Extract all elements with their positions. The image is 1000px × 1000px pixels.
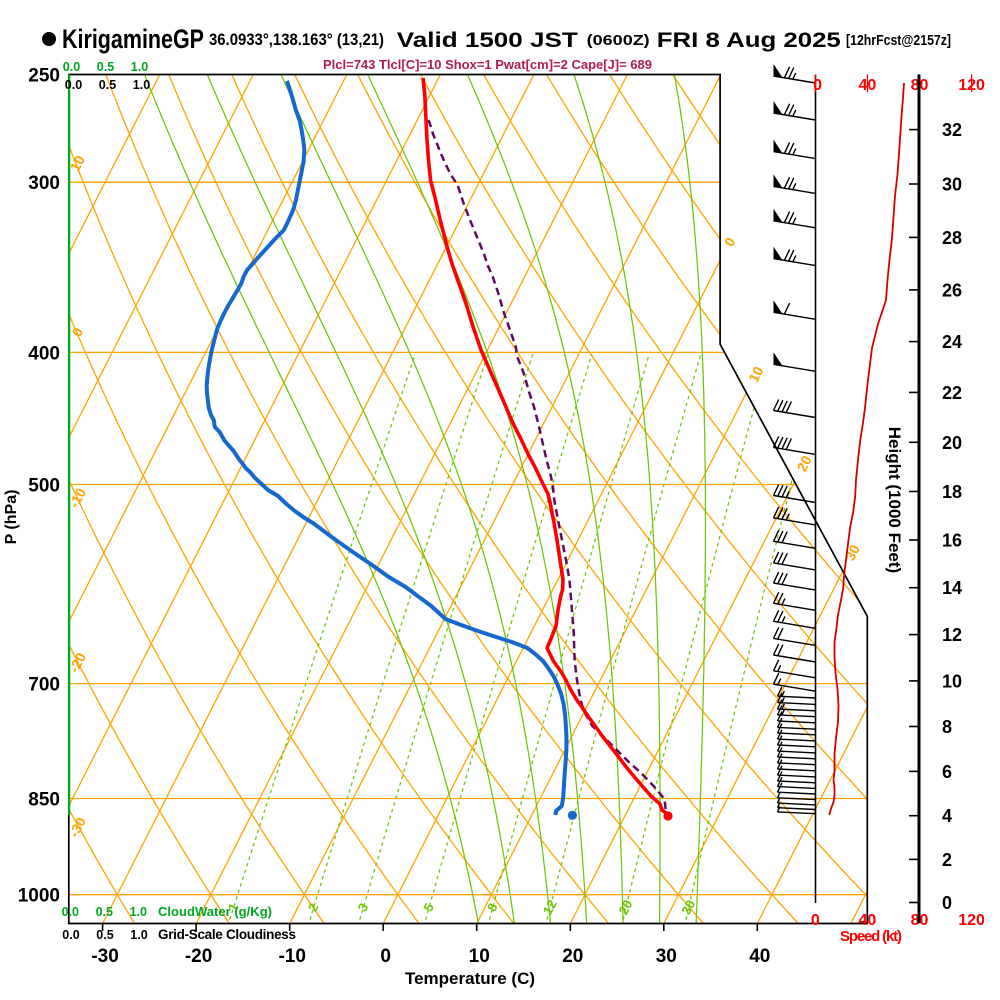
- svg-text:Temperature (C): Temperature (C): [405, 969, 535, 988]
- svg-text:30: 30: [942, 175, 962, 195]
- svg-text:300: 300: [28, 173, 60, 194]
- svg-text:Height (1000 Feet): Height (1000 Feet): [885, 427, 904, 573]
- svg-text:(0600Z): (0600Z): [587, 32, 650, 49]
- svg-text:40: 40: [859, 912, 877, 929]
- svg-text:24: 24: [942, 332, 962, 352]
- svg-text:26: 26: [942, 280, 962, 300]
- svg-text:40: 40: [859, 77, 877, 94]
- svg-text:0: 0: [813, 77, 822, 94]
- svg-text:10: 10: [745, 364, 766, 385]
- svg-text:0.0: 0.0: [63, 60, 80, 74]
- svg-text:20: 20: [616, 897, 636, 917]
- svg-text:30: 30: [678, 897, 698, 917]
- svg-text:36.0933°,138.163° (13,21): 36.0933°,138.163° (13,21): [209, 30, 384, 49]
- svg-text:120: 120: [958, 77, 985, 94]
- svg-text:20: 20: [942, 433, 962, 453]
- svg-text:12: 12: [942, 625, 962, 645]
- svg-text:Grid-Scale Cloudiness: Grid-Scale Cloudiness: [158, 927, 296, 942]
- svg-text:0.5: 0.5: [96, 928, 113, 942]
- svg-text:0.0: 0.0: [65, 78, 82, 92]
- svg-text:0.0: 0.0: [62, 905, 79, 919]
- svg-text:Speed (kt): Speed (kt): [840, 928, 902, 945]
- svg-text:850: 850: [28, 790, 60, 811]
- svg-text:FRI 8 Aug 2025: FRI 8 Aug 2025: [657, 29, 841, 52]
- svg-text:4: 4: [942, 806, 952, 826]
- svg-text:8: 8: [942, 717, 952, 737]
- svg-text:1000: 1000: [18, 886, 60, 907]
- svg-text:P (hPa): P (hPa): [3, 490, 20, 545]
- svg-text:400: 400: [28, 343, 60, 364]
- svg-text:1.0: 1.0: [133, 78, 150, 92]
- svg-text:28: 28: [942, 228, 962, 248]
- svg-text:0.5: 0.5: [97, 60, 114, 74]
- svg-text:250: 250: [28, 65, 60, 86]
- svg-text:500: 500: [28, 476, 60, 497]
- svg-text:0.5: 0.5: [99, 78, 116, 92]
- svg-text:700: 700: [28, 675, 60, 696]
- svg-text:-10: -10: [278, 946, 305, 967]
- svg-text:12: 12: [540, 897, 560, 917]
- svg-text:20: 20: [562, 946, 583, 967]
- svg-text:10: 10: [67, 152, 89, 173]
- svg-text:1.0: 1.0: [131, 60, 148, 74]
- svg-text:2: 2: [942, 850, 952, 870]
- svg-text:KirigamineGP: KirigamineGP: [62, 24, 204, 54]
- svg-text:6: 6: [942, 762, 952, 782]
- svg-text:16: 16: [942, 531, 962, 551]
- svg-text:20: 20: [793, 453, 814, 474]
- svg-text:30: 30: [656, 946, 677, 967]
- svg-text:40: 40: [749, 946, 770, 967]
- svg-text:0.0: 0.0: [62, 928, 79, 942]
- svg-text:0.5: 0.5: [96, 905, 113, 919]
- svg-text:10: 10: [469, 946, 490, 967]
- svg-text:18: 18: [942, 482, 962, 502]
- svg-text:1.0: 1.0: [130, 905, 147, 919]
- svg-text:0: 0: [811, 912, 820, 929]
- svg-text:Plcl=743 Tlcl[C]=10 Shox=1 Pwa: Plcl=743 Tlcl[C]=10 Shox=1 Pwat[cm]=2 Ca…: [323, 58, 652, 72]
- svg-text:120: 120: [958, 912, 985, 929]
- svg-text:14: 14: [942, 578, 962, 598]
- svg-text:22: 22: [942, 383, 962, 403]
- svg-text:-20: -20: [185, 946, 212, 967]
- svg-text:10: 10: [942, 671, 962, 691]
- svg-text:CloudWater (g/Kg): CloudWater (g/Kg): [158, 904, 272, 919]
- svg-text:0: 0: [380, 946, 391, 967]
- svg-text:1.0: 1.0: [130, 928, 147, 942]
- svg-text:Valid 1500 JST: Valid 1500 JST: [397, 29, 578, 52]
- svg-text:32: 32: [942, 120, 962, 140]
- svg-text:0: 0: [942, 893, 952, 913]
- svg-text:[12hrFcst@2157z]: [12hrFcst@2157z]: [846, 32, 951, 49]
- svg-text:-30: -30: [91, 946, 118, 967]
